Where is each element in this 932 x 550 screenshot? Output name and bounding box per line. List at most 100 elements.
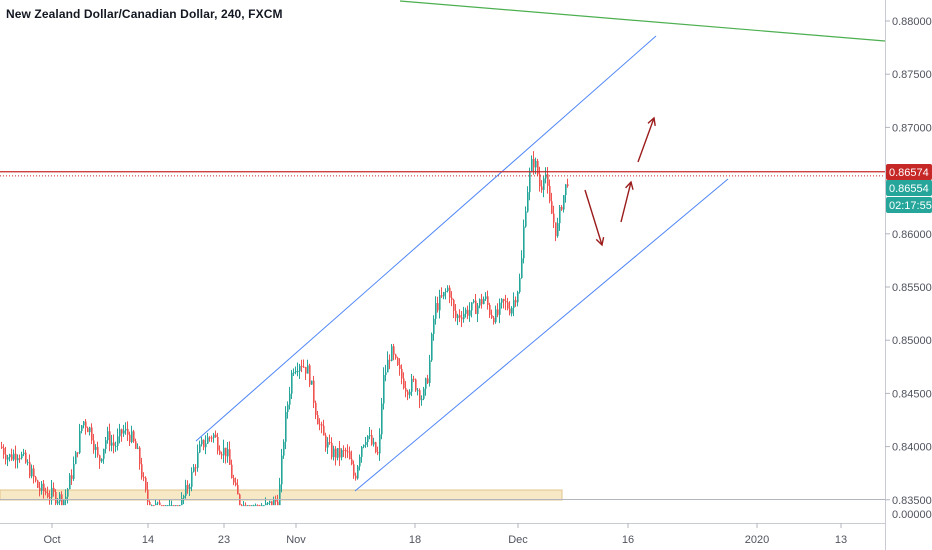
channel-upper-line[interactable] <box>195 35 657 442</box>
candle <box>391 344 393 362</box>
candle-body <box>55 491 57 504</box>
candle-body <box>195 467 197 469</box>
price-axis[interactable]: 0.880000.875000.870000.865000.860000.855… <box>885 16 932 507</box>
candle <box>433 315 435 341</box>
candle <box>27 459 29 466</box>
candle <box>81 424 83 434</box>
time-tick-label: 14 <box>142 534 154 546</box>
candle-body <box>555 222 557 237</box>
candle <box>125 422 127 435</box>
candle <box>77 452 79 458</box>
channel-lower-line[interactable] <box>354 178 729 492</box>
candle <box>445 288 447 300</box>
downtrend-line[interactable] <box>399 0 886 42</box>
candle-body <box>175 505 177 507</box>
candle-body <box>179 505 181 507</box>
candle <box>505 294 507 311</box>
candle-body <box>35 476 37 481</box>
candle <box>137 443 139 450</box>
candle <box>367 435 369 448</box>
candle <box>163 505 165 507</box>
candle <box>401 364 403 385</box>
candle-body <box>125 428 127 431</box>
candle <box>485 292 487 301</box>
candle-body <box>373 442 375 445</box>
candle-body <box>519 278 521 293</box>
candle <box>217 432 219 455</box>
candle <box>515 296 517 307</box>
candle-body <box>447 287 449 292</box>
candle <box>147 481 149 506</box>
candle <box>157 501 159 506</box>
candle <box>263 505 265 507</box>
candle-body <box>43 483 45 492</box>
candle-body <box>301 365 303 367</box>
candle <box>491 309 493 319</box>
candle <box>453 298 455 319</box>
candle-body <box>217 437 219 451</box>
candle-body <box>319 424 321 426</box>
candle <box>547 167 549 194</box>
candle <box>113 434 115 454</box>
candle-body <box>225 447 227 457</box>
candle-body <box>89 427 91 433</box>
candle <box>245 502 247 507</box>
candle-body <box>423 388 425 399</box>
candle <box>487 290 489 310</box>
candle <box>153 505 155 507</box>
candle-body <box>389 359 391 361</box>
candle-body <box>429 360 431 383</box>
candle <box>99 454 101 469</box>
candle-body <box>37 480 39 488</box>
candle <box>331 437 333 460</box>
up-arrow-icon[interactable] <box>637 116 656 163</box>
candlestick-series <box>1 151 569 507</box>
candle <box>167 505 169 507</box>
candle <box>409 389 411 399</box>
candle <box>3 444 5 459</box>
candle-body <box>563 195 565 210</box>
candle-body <box>441 295 443 297</box>
candle-body <box>323 425 325 436</box>
candle-body <box>249 505 251 507</box>
candle-body <box>11 454 13 460</box>
up-arrow-icon[interactable] <box>620 180 634 223</box>
candle <box>87 426 89 433</box>
candle <box>83 420 85 429</box>
candle <box>421 395 423 406</box>
candle <box>465 307 467 318</box>
candle-body <box>41 483 43 491</box>
candle <box>351 450 353 466</box>
time-axis[interactable]: Oct 14 23 Nov 18 Dec 16 2020 13 <box>43 523 847 546</box>
candle <box>261 503 263 507</box>
candle-body <box>337 448 339 458</box>
candle <box>191 467 193 492</box>
candle <box>199 440 201 454</box>
candle-body <box>127 428 129 435</box>
candle <box>313 375 315 408</box>
candle-body <box>551 201 553 214</box>
candle-body <box>405 388 407 392</box>
candle-body <box>251 505 253 507</box>
candle-body <box>421 398 423 401</box>
candle-body <box>407 391 409 395</box>
candle-body <box>121 429 123 434</box>
candle <box>503 298 505 309</box>
candle-body <box>435 303 437 319</box>
candle <box>221 451 223 460</box>
candle-body <box>477 305 479 314</box>
candle-body <box>437 303 439 311</box>
candle-body <box>267 502 269 504</box>
candle-body <box>135 441 137 449</box>
candle-body <box>475 300 477 314</box>
candle-body <box>355 475 357 479</box>
candle <box>341 448 343 461</box>
candle-body <box>295 370 297 373</box>
candle <box>231 459 233 479</box>
candle <box>95 444 97 458</box>
down-arrow-icon[interactable] <box>584 189 605 247</box>
candle-body <box>481 299 483 304</box>
candle <box>363 444 365 449</box>
candle-body <box>255 505 257 507</box>
